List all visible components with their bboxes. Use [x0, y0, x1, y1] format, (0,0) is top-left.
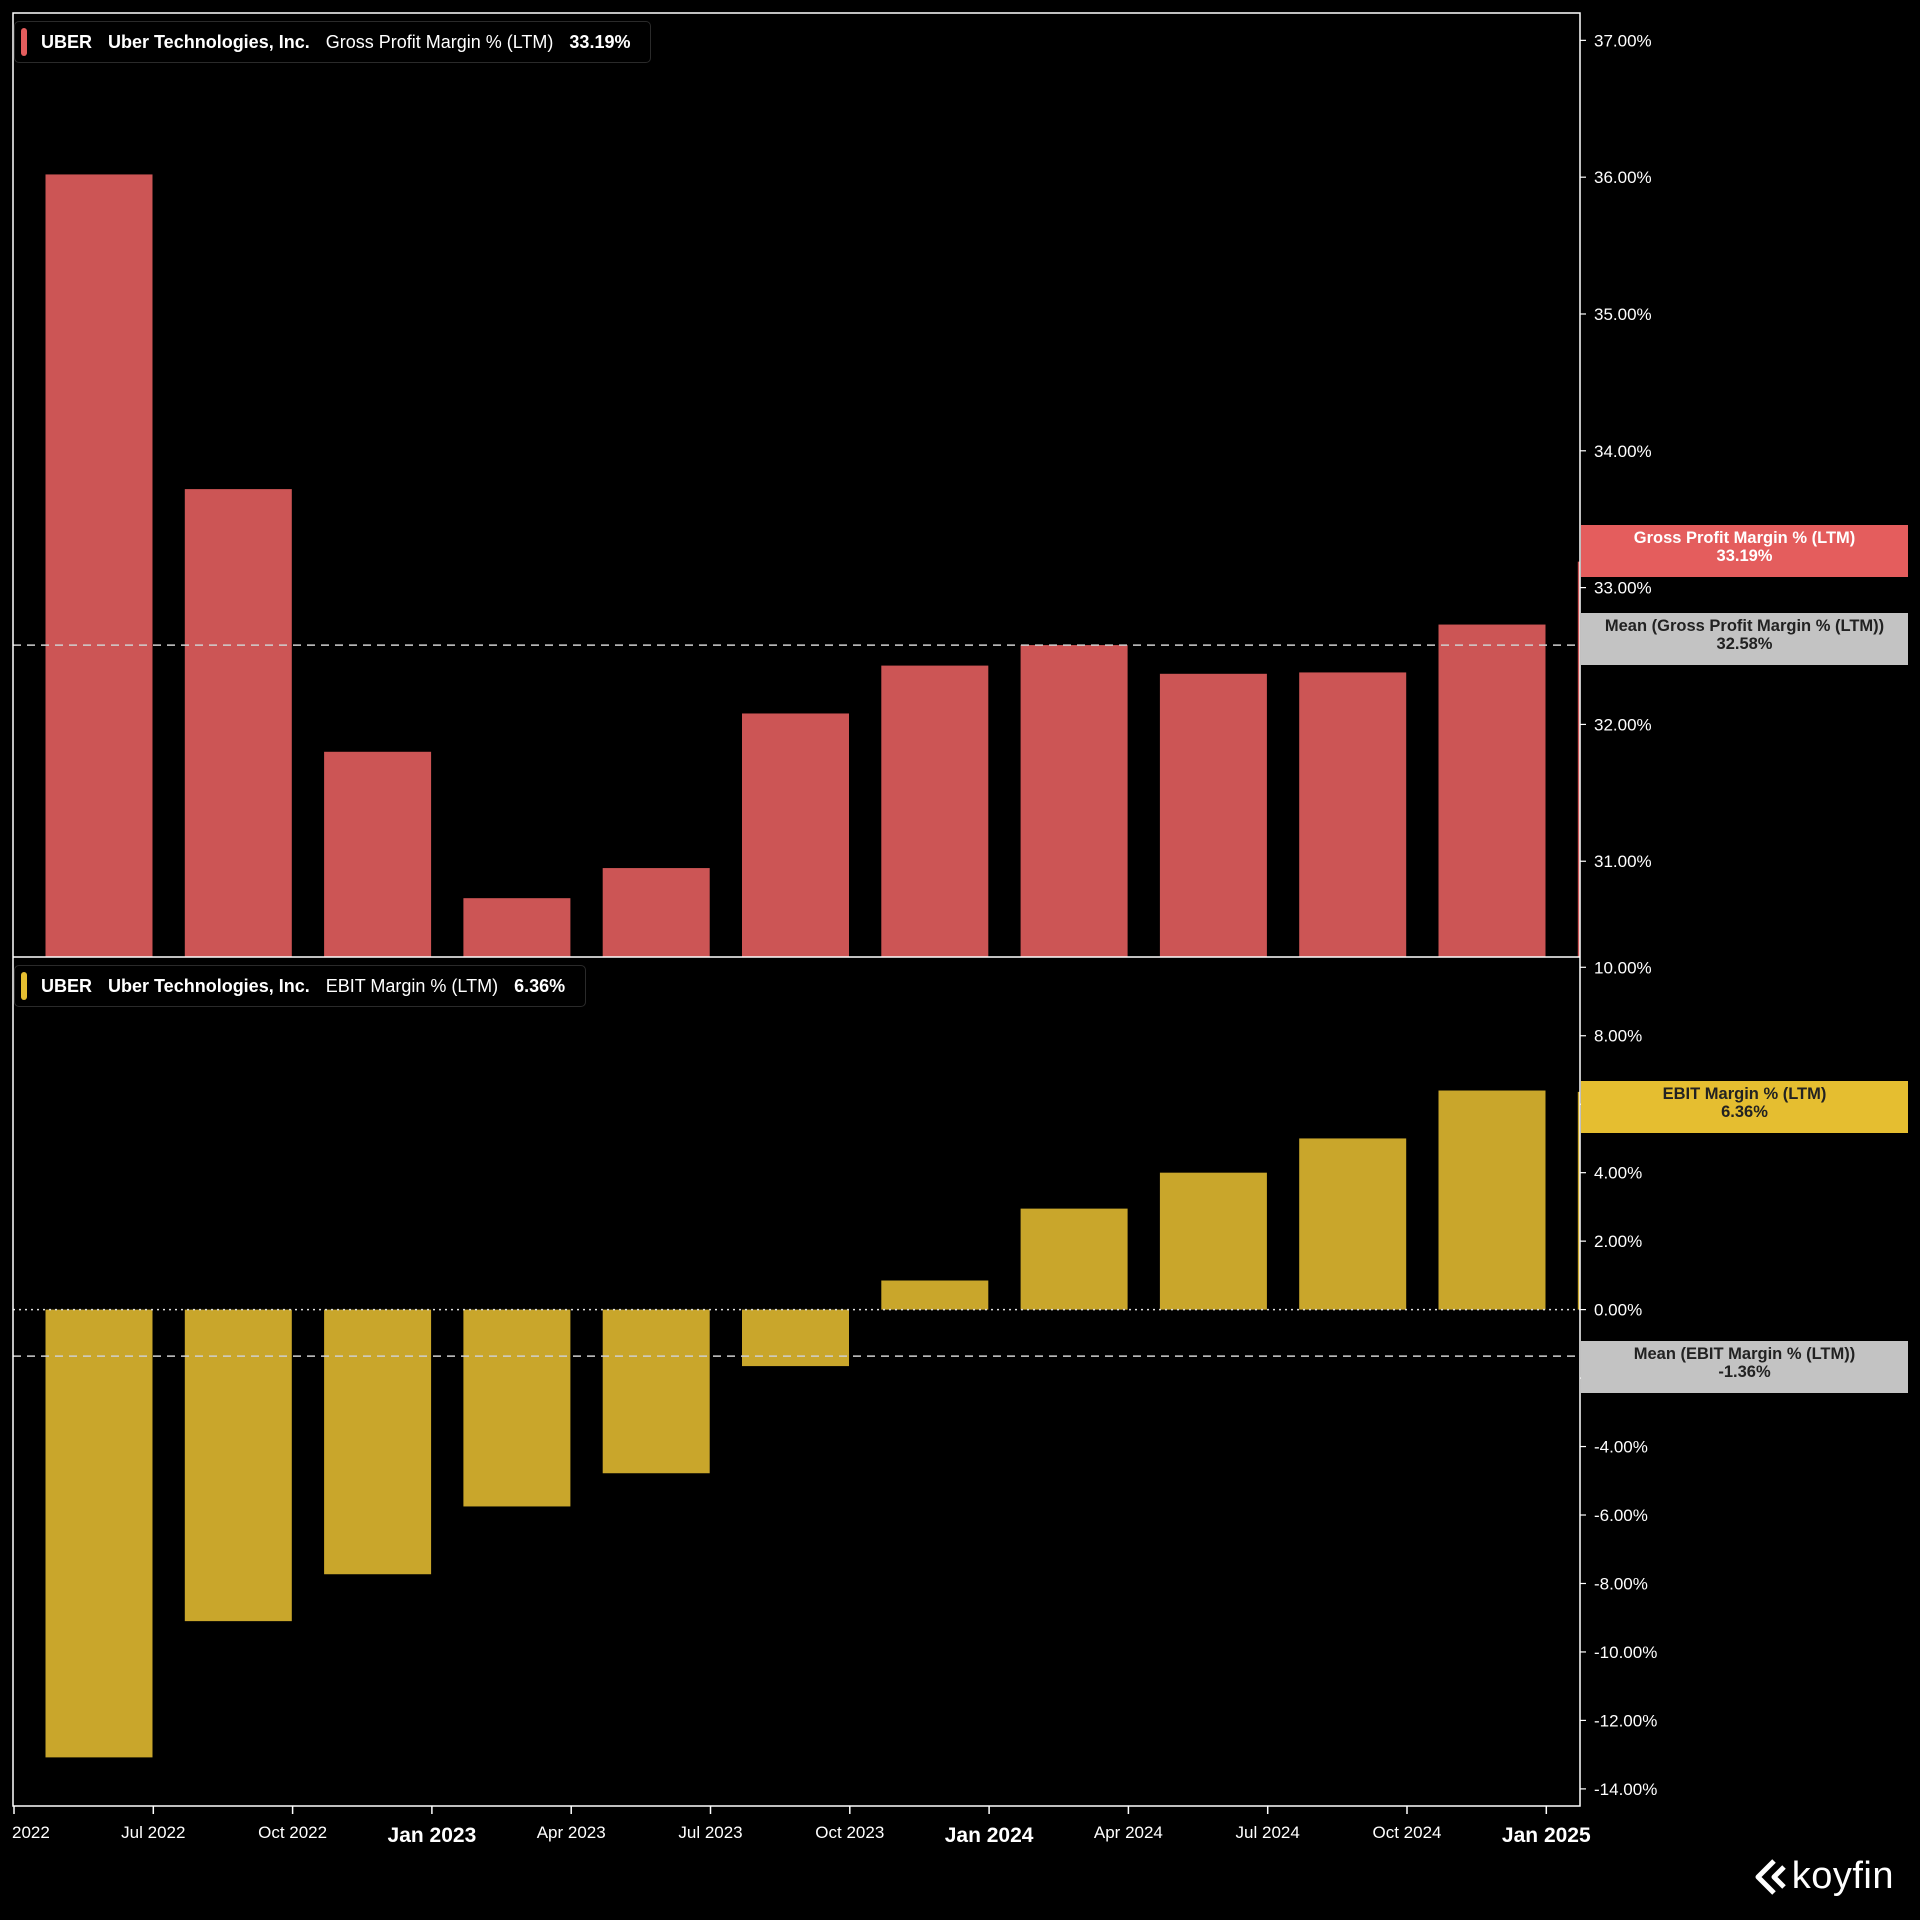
value-tag-label: Gross Profit Margin % (LTM)	[1633, 529, 1856, 547]
bar-gross-profit-2	[324, 751, 432, 957]
y-tick-label: -12.00%	[1594, 1711, 1657, 1730]
legend-value: 6.36%	[514, 975, 566, 996]
x-tick-label: Jan 2025	[1502, 1824, 1591, 1847]
legend-company: Uber Technologies, Inc.	[108, 975, 310, 996]
koyfin-logo-icon	[1755, 1858, 1786, 1895]
mean-tag-value: -1.36%	[1718, 1363, 1771, 1381]
bar-ebit-5	[742, 1309, 849, 1367]
y-tick-label: -4.00%	[1594, 1438, 1648, 1457]
y-tick-label: -6.00%	[1594, 1506, 1648, 1525]
y-tick-label: 0.00%	[1594, 1301, 1642, 1320]
y-tick-label: 35.00%	[1594, 305, 1652, 324]
y-tick-label: 2.00%	[1594, 1232, 1642, 1251]
bar-gross-profit-9	[1299, 672, 1407, 957]
x-tick-label: Jul 2024	[1236, 1823, 1300, 1842]
bar-gross-profit-3	[463, 898, 571, 957]
bar-gross-profit-0	[45, 174, 153, 957]
y-tick-label: 8.00%	[1594, 1027, 1642, 1046]
legend-metric: Gross Profit Margin % (LTM)	[325, 31, 554, 52]
legend-ebit: UBER Uber Technologies, Inc. EBIT Margin…	[14, 965, 587, 1007]
x-tick-label: Oct 2024	[1373, 1823, 1442, 1842]
bar-ebit-0	[45, 1309, 153, 1758]
bar-gross-profit-5	[742, 713, 849, 957]
x-tick-label: Jul 2022	[121, 1823, 185, 1842]
bar-gross-profit-1	[184, 489, 292, 957]
y-tick-label: 31.00%	[1594, 852, 1652, 871]
y-tick-label: 32.00%	[1594, 715, 1652, 734]
bar-ebit-10	[1438, 1090, 1546, 1310]
x-tick-label: 2022	[12, 1823, 50, 1842]
value-tag-gross-profit: Gross Profit Margin % (LTM) 33.19%	[1581, 525, 1908, 577]
x-tick-label: Jan 2023	[388, 1824, 477, 1847]
legend-value: 33.19%	[569, 31, 631, 52]
legend-company: Uber Technologies, Inc.	[108, 31, 310, 52]
x-tick-label: Oct 2023	[815, 1823, 884, 1842]
plot-frame	[12, 12, 1581, 1807]
y-tick-label: 34.00%	[1594, 442, 1652, 461]
value-tag-ebit: EBIT Margin % (LTM) 6.36%	[1581, 1081, 1908, 1133]
bar-gross-profit-6	[881, 665, 989, 957]
x-tick-label: Oct 2022	[258, 1823, 327, 1842]
x-tick-label: Jan 2024	[945, 1824, 1034, 1847]
legend-gross-profit: UBER Uber Technologies, Inc. Gross Profi…	[14, 21, 652, 63]
bar-gross-profit-8	[1159, 673, 1267, 957]
value-tag-label: EBIT Margin % (LTM)	[1662, 1085, 1827, 1103]
bar-gross-profit-4	[602, 868, 710, 957]
bar-ebit-11	[1577, 1091, 1580, 1310]
legend-ticker: UBER	[41, 975, 93, 996]
mean-tag-label: Mean (EBIT Margin % (LTM))	[1633, 1345, 1856, 1363]
bar-ebit-1	[184, 1309, 292, 1622]
y-tick-label: 36.00%	[1594, 168, 1652, 187]
legend-swatch-ebit	[21, 972, 27, 1000]
mean-tag-value: 32.58%	[1716, 635, 1773, 653]
bar-ebit-7	[1020, 1208, 1128, 1310]
mean-tag-ebit: Mean (EBIT Margin % (LTM)) -1.36%	[1581, 1341, 1908, 1393]
y-tick-label: 10.00%	[1594, 958, 1652, 977]
y-tick-label: -14.00%	[1594, 1780, 1657, 1799]
y-tick-label: 4.00%	[1594, 1164, 1642, 1183]
y-tick-label: 37.00%	[1594, 31, 1652, 50]
bar-gross-profit-10	[1438, 624, 1546, 957]
x-tick-label: Apr 2024	[1094, 1823, 1163, 1842]
legend-swatch-gross-profit	[21, 28, 27, 56]
x-tick-label: Apr 2023	[537, 1823, 606, 1842]
bar-ebit-4	[602, 1309, 710, 1474]
koyfin-logo-text: koyfin	[1791, 1855, 1894, 1897]
bar-ebit-3	[463, 1309, 571, 1507]
y-tick-label: -8.00%	[1594, 1574, 1648, 1593]
value-tag-value: 6.36%	[1721, 1103, 1768, 1121]
y-tick-label: -10.00%	[1594, 1643, 1657, 1662]
bar-ebit-8	[1159, 1172, 1267, 1310]
bar-ebit-2	[324, 1309, 432, 1575]
mean-tag-label: Mean (Gross Profit Margin % (LTM))	[1604, 617, 1885, 635]
mean-tag-gross-profit: Mean (Gross Profit Margin % (LTM)) 32.58…	[1581, 613, 1908, 665]
x-tick-label: Jul 2023	[678, 1823, 742, 1842]
value-tag-value: 33.19%	[1716, 547, 1773, 565]
y-tick-label: 33.00%	[1594, 579, 1652, 598]
koyfin-logo[interactable]: koyfin	[1752, 1855, 1894, 1898]
bar-gross-profit-7	[1020, 645, 1128, 957]
legend-ticker: UBER	[41, 31, 93, 52]
legend-metric: EBIT Margin % (LTM)	[325, 975, 499, 996]
bar-ebit-9	[1299, 1138, 1407, 1310]
bar-gross-profit-11	[1577, 561, 1580, 957]
bar-ebit-6	[881, 1280, 989, 1310]
